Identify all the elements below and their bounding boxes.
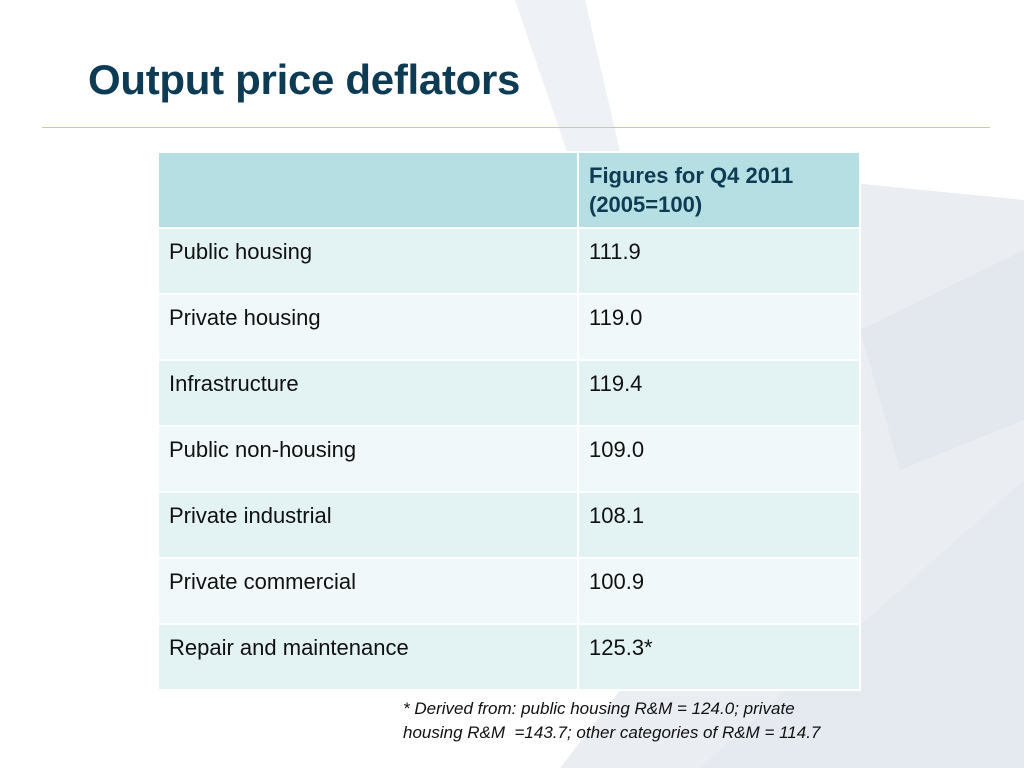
- footnote-line2: housing R&M =143.7; other categories of …: [403, 723, 821, 742]
- table-row: Public housing 111.9: [157, 227, 861, 295]
- background-light-chevron: [860, 250, 1024, 470]
- table-row: Private industrial 108.1: [157, 491, 861, 559]
- title-divider: [42, 127, 990, 128]
- table-row: Infrastructure 119.4: [157, 359, 861, 427]
- table-header-value-line1: Figures for Q4 2011: [589, 163, 794, 188]
- row-label: Infrastructure: [157, 359, 579, 427]
- row-label: Private commercial: [157, 557, 579, 625]
- row-label: Private housing: [157, 293, 579, 361]
- table-header-label-cell: [157, 151, 579, 229]
- footnote: * Derived from: public housing R&M = 124…: [403, 697, 903, 745]
- row-value: 100.9: [577, 557, 861, 625]
- table-header-value-cell: Figures for Q4 2011 (2005=100): [577, 151, 861, 229]
- table-header-value-line2: (2005=100): [589, 192, 703, 217]
- deflator-table: Figures for Q4 2011 (2005=100) Public ho…: [157, 151, 861, 691]
- table-row: Private housing 119.0: [157, 293, 861, 361]
- background-diagonal-stripe: [515, 0, 622, 175]
- background-lower-band: [700, 480, 1024, 768]
- table-header-row: Figures for Q4 2011 (2005=100): [157, 151, 861, 229]
- row-label: Public non-housing: [157, 425, 579, 493]
- footnote-line1: * Derived from: public housing R&M = 124…: [403, 699, 795, 718]
- row-value: 108.1: [577, 491, 861, 559]
- row-label: Repair and maintenance: [157, 623, 579, 691]
- slide-title: Output price deflators: [88, 56, 521, 103]
- table-row: Repair and maintenance 125.3*: [157, 623, 861, 691]
- table-row: Public non-housing 109.0: [157, 425, 861, 493]
- row-value: 111.9: [577, 227, 861, 295]
- row-value: 119.0: [577, 293, 861, 361]
- table-row: Private commercial 100.9: [157, 557, 861, 625]
- row-label: Private industrial: [157, 491, 579, 559]
- row-value: 125.3*: [577, 623, 861, 691]
- row-label: Public housing: [157, 227, 579, 295]
- row-value: 119.4: [577, 359, 861, 427]
- row-value: 109.0: [577, 425, 861, 493]
